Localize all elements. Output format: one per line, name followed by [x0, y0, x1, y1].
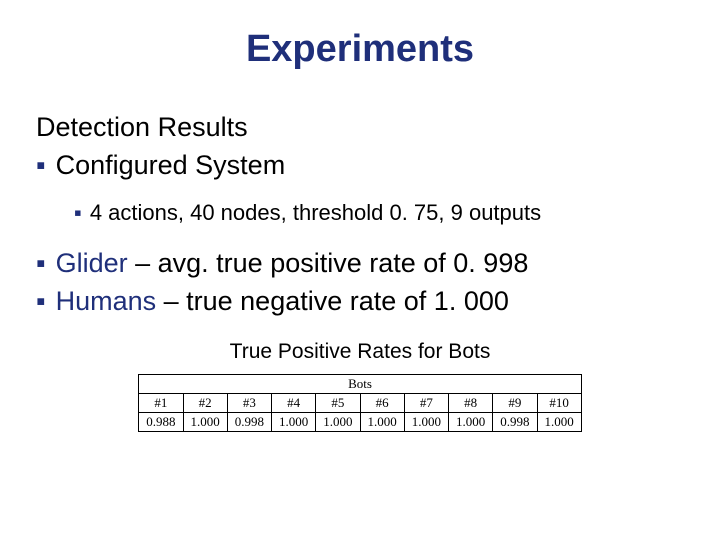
bullet-emphasis: Humans — [56, 286, 157, 316]
bullet-square-icon: ▪ — [36, 286, 46, 317]
table-row: Bots — [139, 375, 582, 394]
table-wrap: Bots #1 #2 #3 #4 #5 #6 #7 #8 #9 #10 0.98… — [0, 374, 720, 432]
section-heading: Detection Results — [36, 112, 248, 143]
table-col-header: #5 — [316, 394, 360, 413]
table-caption: True Positive Rates for Bots — [0, 340, 720, 364]
table-cell: 1.000 — [316, 413, 360, 432]
bullet-humans: ▪ Humans – true negative rate of 1. 000 — [36, 286, 509, 317]
table-cell: 1.000 — [183, 413, 227, 432]
table-col-header: #8 — [449, 394, 493, 413]
bullet-text: – true negative rate of 1. 000 — [156, 286, 509, 316]
bullet-emphasis: Glider — [56, 248, 128, 278]
slide: Experiments Detection Results ▪ Configure… — [0, 0, 720, 540]
table-cell: 0.988 — [139, 413, 183, 432]
bullet-config-detail: ▪ 4 actions, 40 nodes, threshold 0. 75, 9… — [74, 200, 541, 226]
table-col-header: #10 — [537, 394, 581, 413]
bullet-text: Configured System — [56, 150, 286, 180]
table-row: 0.988 1.000 0.998 1.000 1.000 1.000 1.00… — [139, 413, 582, 432]
table-col-header: #2 — [183, 394, 227, 413]
slide-title: Experiments — [0, 28, 720, 71]
table-group-header: Bots — [139, 375, 582, 394]
table-col-header: #1 — [139, 394, 183, 413]
table-cell: 1.000 — [449, 413, 493, 432]
table-cell: 1.000 — [360, 413, 404, 432]
bots-table: Bots #1 #2 #3 #4 #5 #6 #7 #8 #9 #10 0.98… — [138, 374, 582, 432]
table-cell: 0.998 — [227, 413, 271, 432]
bullet-configured-system: ▪ Configured System — [36, 150, 285, 181]
table-col-header: #7 — [404, 394, 448, 413]
table-cell: 1.000 — [537, 413, 581, 432]
table-col-header: #4 — [272, 394, 316, 413]
bullet-square-icon: ▪ — [74, 200, 82, 226]
table-col-header: #6 — [360, 394, 404, 413]
table-col-header: #9 — [493, 394, 537, 413]
bullet-glider: ▪ Glider – avg. true positive rate of 0. … — [36, 248, 528, 279]
table-cell: 0.998 — [493, 413, 537, 432]
table-cell: 1.000 — [404, 413, 448, 432]
table-col-header: #3 — [227, 394, 271, 413]
bullet-square-icon: ▪ — [36, 248, 46, 279]
bullet-text: – avg. true positive rate of 0. 998 — [128, 248, 529, 278]
table-row: #1 #2 #3 #4 #5 #6 #7 #8 #9 #10 — [139, 394, 582, 413]
bullet-square-icon: ▪ — [36, 150, 46, 181]
table-cell: 1.000 — [272, 413, 316, 432]
bullet-text: 4 actions, 40 nodes, threshold 0. 75, 9 … — [90, 200, 541, 225]
